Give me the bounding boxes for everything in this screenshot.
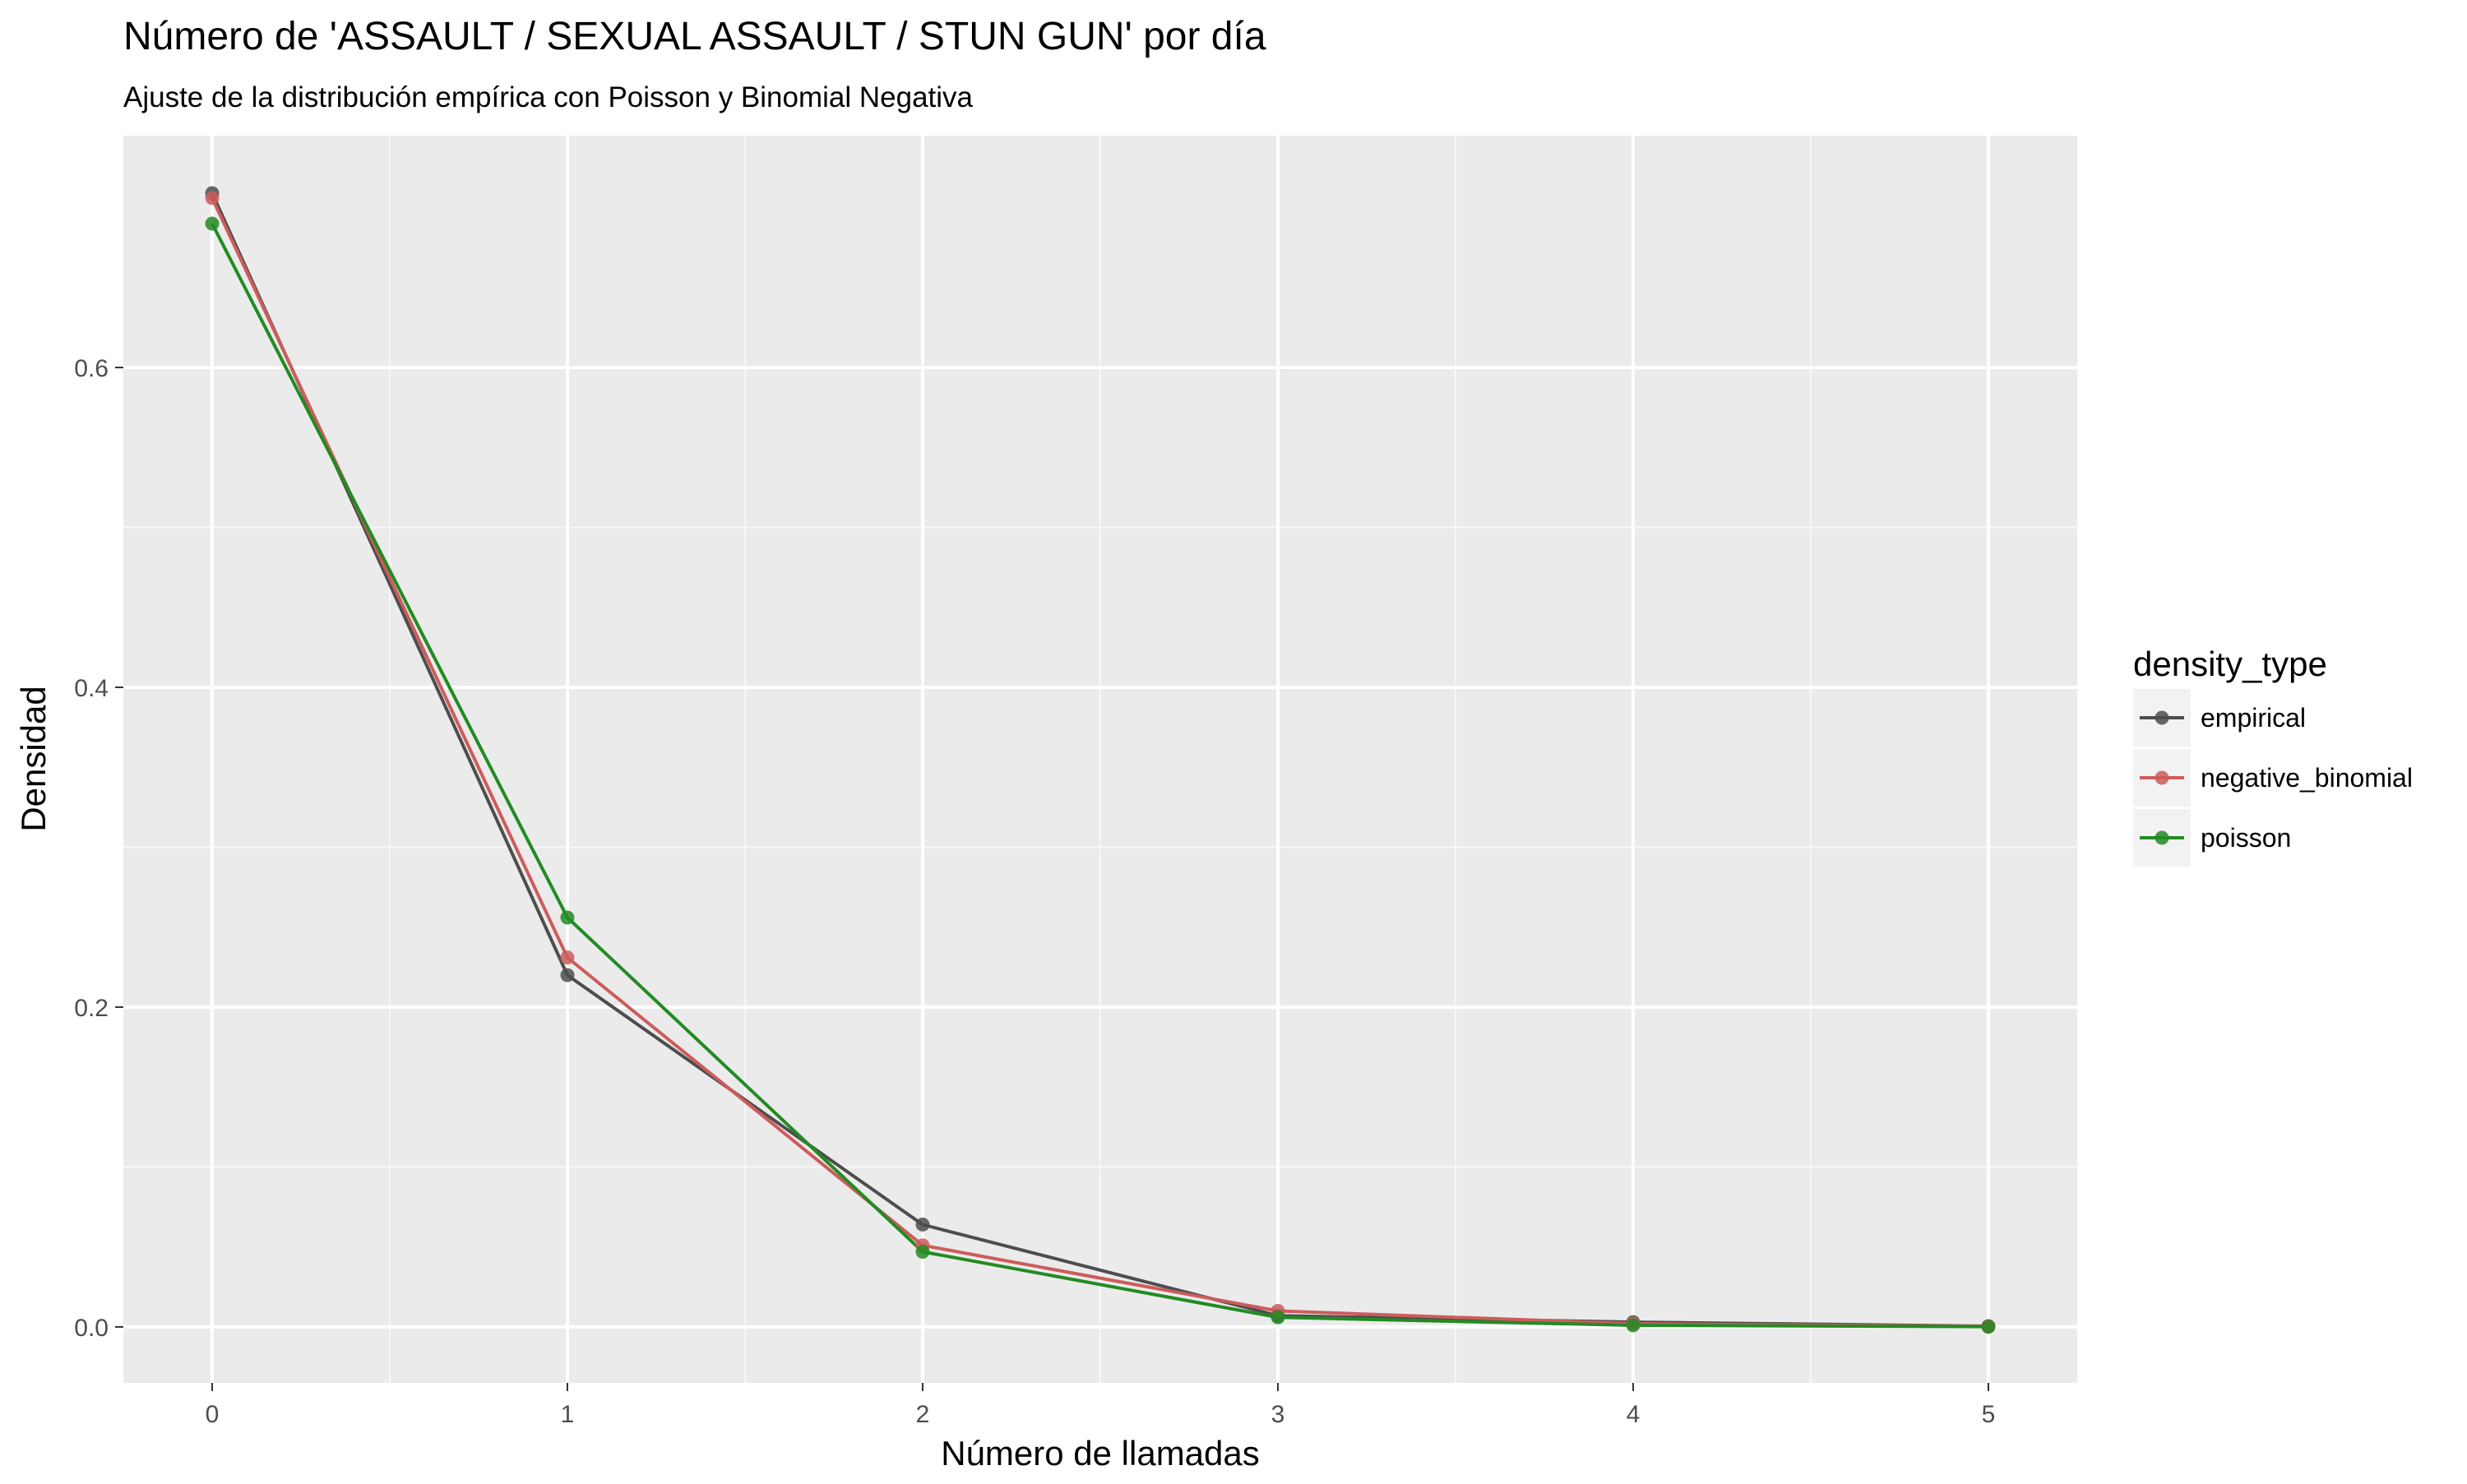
y-axis-title: Densidad <box>14 686 53 831</box>
x-axis: 0 1 2 3 4 5 <box>206 1383 1996 1428</box>
data-point-poisson <box>560 910 575 925</box>
data-point-negative_binomial <box>205 191 220 206</box>
legend-key-point-poisson <box>2155 830 2169 845</box>
legend-label-poisson: poisson <box>2201 823 2291 853</box>
data-point-negative_binomial <box>560 950 575 965</box>
x-tick-label: 0 <box>206 1401 220 1428</box>
series-points <box>205 186 1996 1334</box>
y-tick-label: 0.0 <box>74 1315 109 1342</box>
legend-key-point-negative_binomial <box>2155 770 2169 785</box>
data-point-empirical <box>560 968 575 982</box>
x-tick-label: 3 <box>1271 1401 1285 1428</box>
legend-label-negative_binomial: negative_binomial <box>2201 763 2413 793</box>
chart-subtitle: Ajuste de la distribución empírica con P… <box>123 81 974 113</box>
y-axis: 0.0 0.2 0.4 0.6 <box>74 355 123 1342</box>
legend-key-point-empirical <box>2155 710 2169 725</box>
data-point-poisson <box>1981 1320 1996 1334</box>
x-axis-title: Número de llamadas <box>941 1434 1260 1472</box>
series-line-poisson <box>211 223 1989 1329</box>
series-lines <box>211 192 1989 1329</box>
x-tick-label: 5 <box>1982 1401 1996 1428</box>
legend: density_type empirical negative_binomialp… <box>2133 645 2413 867</box>
x-tick-label: 4 <box>1627 1401 1641 1428</box>
x-tick-label: 2 <box>916 1401 930 1428</box>
y-tick-label: 0.2 <box>74 995 109 1022</box>
data-point-empirical <box>915 1217 930 1232</box>
data-point-poisson <box>915 1245 930 1260</box>
x-tick-label: 1 <box>561 1401 575 1428</box>
y-tick-label: 0.4 <box>74 675 109 702</box>
data-point-poisson <box>1626 1318 1641 1333</box>
data-point-poisson <box>205 216 220 231</box>
grid-major <box>123 136 2077 1383</box>
data-point-poisson <box>1271 1310 1285 1325</box>
chart-title: Número de 'ASSAULT / SEXUAL ASSAULT / ST… <box>123 15 1266 58</box>
legend-title: density_type <box>2133 645 2327 683</box>
grid-minor <box>123 136 2077 1383</box>
legend-label-empirical: empirical <box>2201 703 2306 733</box>
y-tick-label: 0.6 <box>74 355 109 382</box>
